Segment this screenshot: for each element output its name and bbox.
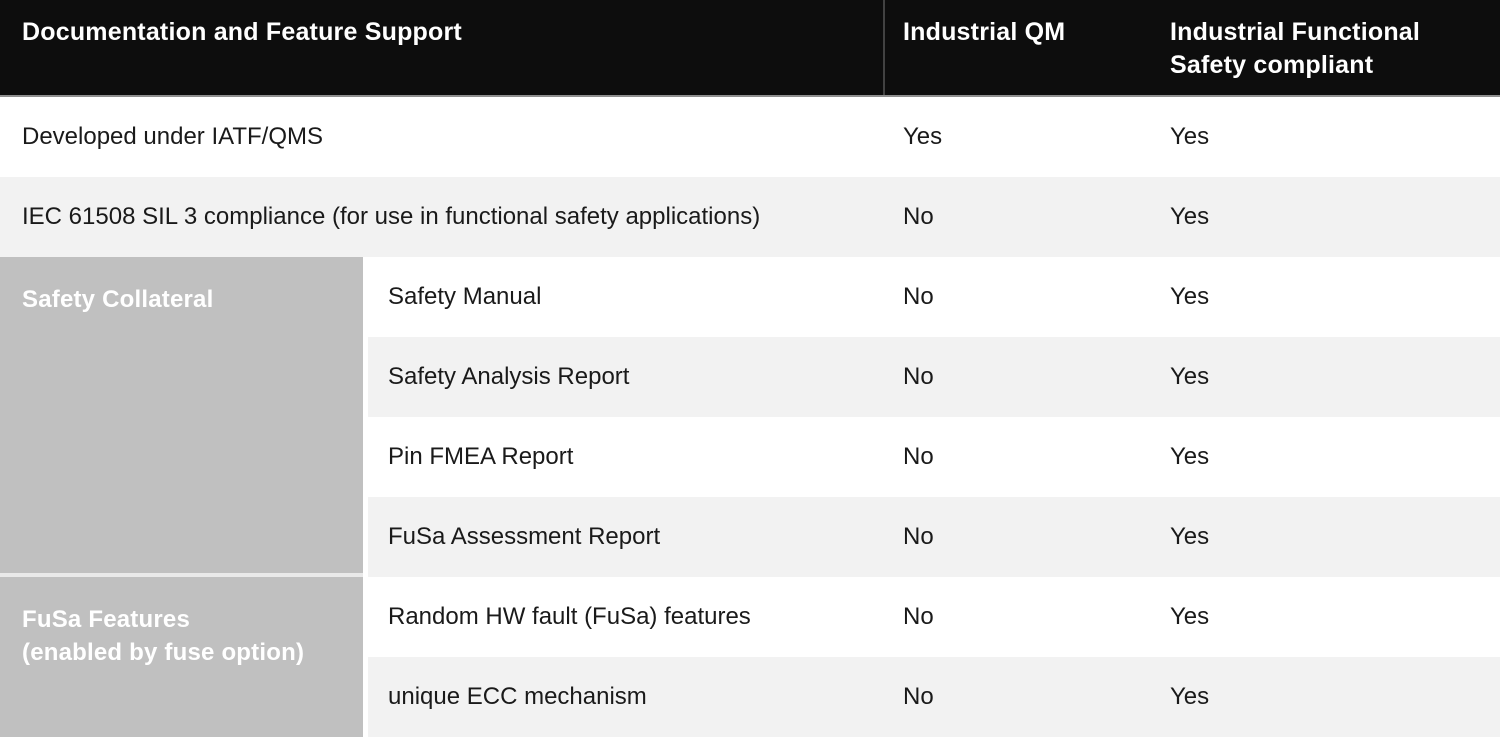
row-value-industrial-qm: Yes: [903, 123, 943, 150]
row-label: Safety Manual: [388, 283, 542, 310]
row-value-industrial-qm: No: [903, 283, 934, 310]
row-value-industrial-fusa: Yes: [1170, 683, 1210, 710]
header-feature-column: Documentation and Feature Support: [0, 0, 885, 95]
row-value-industrial-fusa: Yes: [1170, 603, 1210, 630]
group-section-safety-collateral: Safety Collateral Safety Manual No Yes S…: [0, 257, 1500, 577]
row-value-industrial-fusa: Yes: [1170, 443, 1210, 470]
row-value-industrial-qm: No: [903, 203, 934, 230]
header-industrial-qm-column: Industrial QM: [903, 18, 1066, 46]
header-industrial-fusa-column: Industrial Functional Safety compliant: [1170, 18, 1421, 79]
table-row: Pin FMEA Report No Yes: [368, 417, 1500, 497]
table-row: Safety Manual No Yes: [368, 257, 1500, 337]
table-row: Developed under IATF/QMS Yes Yes: [0, 97, 1500, 177]
row-label: Developed under IATF/QMS: [22, 123, 324, 150]
table-row: Random HW fault (FuSa) features No Yes: [368, 577, 1500, 657]
row-value-industrial-qm: No: [903, 523, 934, 550]
row-label: unique ECC mechanism: [388, 683, 647, 710]
row-label: Safety Analysis Report: [388, 363, 630, 390]
table-row: FuSa Assessment Report No Yes: [368, 497, 1500, 577]
table-row: unique ECC mechanism No Yes: [368, 657, 1500, 737]
row-value-industrial-fusa: Yes: [1170, 363, 1210, 390]
row-value-industrial-qm: No: [903, 443, 934, 470]
row-value-industrial-fusa: Yes: [1170, 523, 1210, 550]
group-rows: Random HW fault (FuSa) features No Yes u…: [368, 577, 1500, 737]
row-label: Random HW fault (FuSa) features: [388, 603, 751, 630]
row-value-industrial-qm: No: [903, 603, 934, 630]
row-value-industrial-fusa: Yes: [1170, 123, 1210, 150]
row-value-industrial-qm: No: [903, 683, 934, 710]
group-label-fusa-features: FuSa Features (enabled by fuse option): [0, 577, 363, 737]
group-rows: Safety Manual No Yes Safety Analysis Rep…: [368, 257, 1500, 577]
table-row: IEC 61508 SIL 3 compliance (for use in f…: [0, 177, 1500, 257]
row-label: Pin FMEA Report: [388, 443, 574, 470]
row-value-industrial-fusa: Yes: [1170, 203, 1210, 230]
table-header-row: Documentation and Feature Support Indust…: [0, 0, 1500, 97]
row-label: IEC 61508 SIL 3 compliance (for use in f…: [22, 203, 761, 230]
group-section-fusa-features: FuSa Features (enabled by fuse option) R…: [0, 577, 1500, 737]
table-row: Safety Analysis Report No Yes: [368, 337, 1500, 417]
row-value-industrial-qm: No: [903, 363, 934, 390]
group-label-safety-collateral: Safety Collateral: [0, 257, 363, 577]
row-label: FuSa Assessment Report: [388, 523, 661, 550]
row-value-industrial-fusa: Yes: [1170, 283, 1210, 310]
